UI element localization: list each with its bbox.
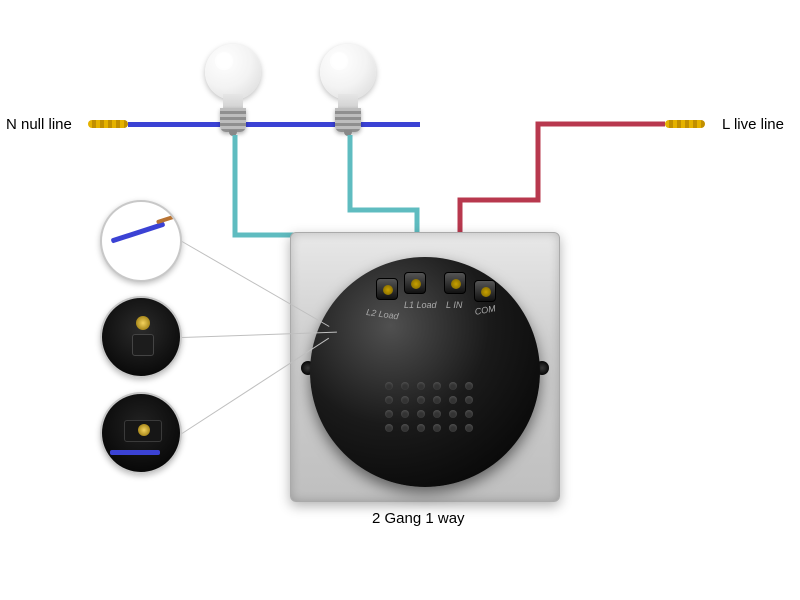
vent-grid (384, 382, 474, 432)
terminal-lin (444, 272, 466, 294)
terminal-label-l1: L1 Load (404, 300, 437, 310)
neutral-connector-icon (88, 120, 128, 128)
neutral-wire (128, 122, 420, 127)
live-connector-icon (665, 120, 705, 128)
terminal-l2 (376, 278, 398, 300)
bulb-icon-1 (205, 44, 261, 134)
detail-terminal-circle-2 (100, 392, 182, 474)
detail-terminal-circle-1 (100, 296, 182, 378)
bulb-icon-2 (320, 44, 376, 134)
diagram-canvas: N null line L live line 2 Gang 1 way L2 … (0, 0, 800, 600)
detail-wire-circle (100, 200, 182, 282)
diagram-caption: 2 Gang 1 way (372, 510, 465, 527)
live-label: L live line (722, 116, 784, 133)
terminal-com (474, 280, 496, 302)
terminal-label-lin: L IN (446, 300, 462, 310)
neutral-label: N null line (6, 116, 72, 133)
terminal-l1 (404, 272, 426, 294)
